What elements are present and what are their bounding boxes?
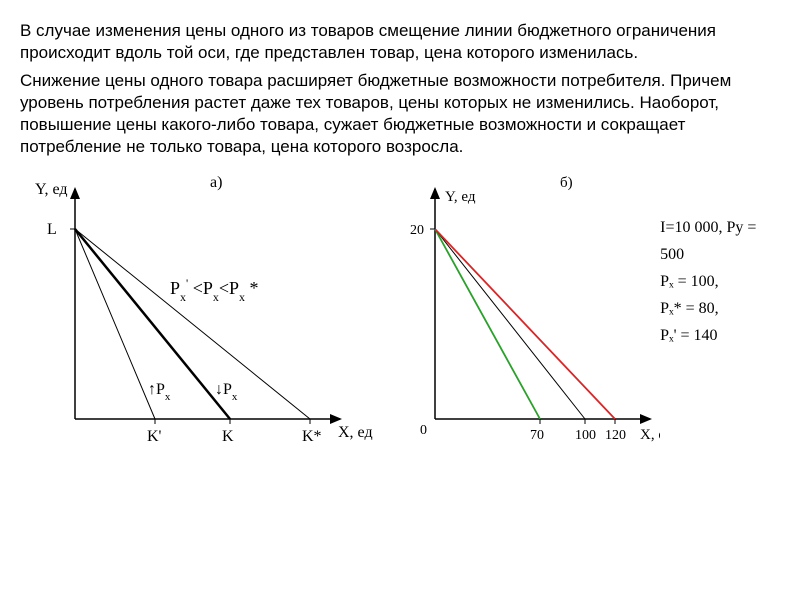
svg-text:Y, ед: Y, ед xyxy=(35,181,68,198)
chart-b-params: I=10 000, Pу = 500 Pₓ = 100, Pₓ* = 80, P… xyxy=(660,169,780,464)
svg-text:70: 70 xyxy=(530,428,544,443)
svg-text:100: 100 xyxy=(575,428,596,443)
param-line-2: Pₓ = 100, xyxy=(660,268,780,295)
svg-text:K*: K* xyxy=(302,428,322,445)
svg-text:K': K' xyxy=(147,428,162,445)
svg-text:↓Px: ↓Px xyxy=(215,381,238,403)
svg-text:0: 0 xyxy=(420,423,427,438)
svg-text:б): б) xyxy=(560,175,573,191)
chart-b: б) Y, ед X, ед 20 70 100 120 0 I=10 000, Pу = 5… xyxy=(390,169,780,464)
svg-text:↑Px: ↑Px xyxy=(148,381,171,403)
chart-a: а) Y, ед X, ед L K' K K* Px' <Px<Px * ↑Px ↓Px xyxy=(20,169,380,464)
svg-text:Y, ед: Y, ед xyxy=(445,189,476,205)
paragraph-1: В случае изменения цены одного из товаро… xyxy=(20,20,780,64)
param-line-4: Pₓ' = 140 xyxy=(660,322,780,349)
param-line-3: Pₓ* = 80, xyxy=(660,295,780,322)
svg-text:K: K xyxy=(222,428,234,445)
svg-text:120: 120 xyxy=(605,428,626,443)
svg-text:а): а) xyxy=(210,174,222,191)
svg-text:20: 20 xyxy=(410,223,424,238)
svg-text:L: L xyxy=(47,221,57,238)
svg-text:X, ед: X, ед xyxy=(640,427,660,443)
svg-text:Px' <Px<Px *: Px' <Px<Px * xyxy=(170,276,259,304)
svg-text:X, ед: X, ед xyxy=(338,424,373,441)
param-line-1: I=10 000, Pу = 500 xyxy=(660,214,780,268)
charts-container: а) Y, ед X, ед L K' K K* Px' <Px<Px * ↑Px ↓Px б) Y… xyxy=(20,169,780,464)
paragraph-2: Снижение цены одного товара расширяет бю… xyxy=(20,70,780,158)
